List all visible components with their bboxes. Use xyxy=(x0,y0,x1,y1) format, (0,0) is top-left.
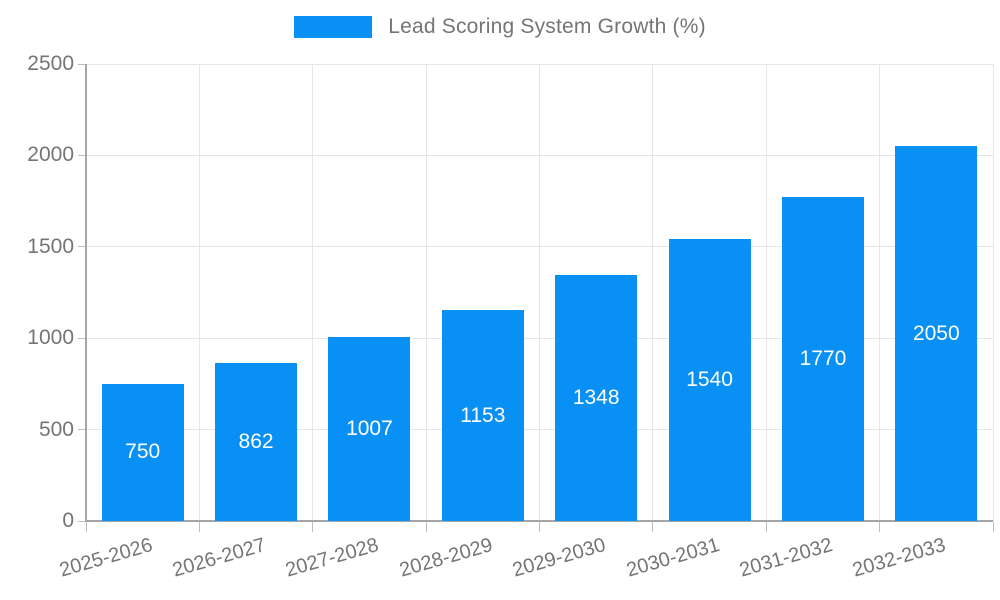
bar[interactable]: 1348 xyxy=(555,274,638,521)
legend-label: Lead Scoring System Growth (%) xyxy=(388,15,706,38)
x-axis-tick xyxy=(198,522,200,532)
bar[interactable]: 1540 xyxy=(668,239,751,521)
gridline-vertical xyxy=(879,64,881,521)
x-tick-label: 2029-2030 xyxy=(510,534,609,582)
y-axis-tick xyxy=(78,154,86,156)
y-axis-tick xyxy=(78,337,86,339)
bar[interactable]: 1770 xyxy=(781,197,864,521)
x-tick-label: 2028-2029 xyxy=(396,534,495,582)
bar[interactable]: 862 xyxy=(215,363,298,521)
bar-value-label: 2050 xyxy=(912,321,960,345)
x-tick-label: 2031-2032 xyxy=(736,534,836,582)
y-axis-tick xyxy=(78,246,86,248)
y-tick-label: 0 xyxy=(62,509,74,532)
x-tick-label: 2027-2028 xyxy=(283,534,382,582)
y-axis-tick xyxy=(78,520,86,522)
x-axis-line xyxy=(86,520,993,522)
gridline-vertical xyxy=(198,64,200,521)
gridline-vertical xyxy=(652,64,654,521)
y-tick-label: 500 xyxy=(38,417,74,441)
bar-value-label: 1007 xyxy=(346,416,393,440)
y-axis-tick xyxy=(78,63,86,65)
bar[interactable]: 2050 xyxy=(895,146,978,521)
bar[interactable]: 750 xyxy=(101,383,184,521)
x-axis-tick xyxy=(992,522,994,532)
y-tick-label: 1500 xyxy=(27,234,74,258)
x-axis-tick xyxy=(539,522,540,532)
x-axis-tick xyxy=(425,522,427,532)
legend-item[interactable]: Lead Scoring System Growth (%) xyxy=(0,15,1000,39)
gridline-vertical xyxy=(765,64,767,521)
bar-value-label: 1540 xyxy=(686,368,733,392)
gridline-vertical xyxy=(539,64,540,521)
x-tick-label: 2026-2027 xyxy=(170,534,269,582)
x-axis-tick xyxy=(85,522,87,532)
x-tick-label: 2030-2031 xyxy=(623,534,722,582)
gridline-vertical xyxy=(425,64,427,521)
x-axis-tick xyxy=(312,522,314,532)
x-tick-label: 2025-2026 xyxy=(56,534,155,582)
legend-swatch xyxy=(294,16,373,38)
y-axis-tick xyxy=(78,429,86,431)
x-tick-label: 2032-2033 xyxy=(850,534,949,582)
bar-value-label: 1153 xyxy=(460,403,506,427)
x-axis-tick xyxy=(879,522,881,532)
y-axis-line xyxy=(85,64,87,522)
x-axis-tick xyxy=(652,522,654,532)
bar-value-label: 862 xyxy=(238,430,274,454)
y-tick-label: 1000 xyxy=(27,326,74,350)
bar-value-label: 1770 xyxy=(799,347,847,371)
gridline-vertical xyxy=(992,64,994,521)
bar[interactable]: 1007 xyxy=(328,336,411,521)
gridline-vertical xyxy=(312,64,314,521)
x-axis-tick xyxy=(765,522,767,532)
y-tick-label: 2500 xyxy=(27,52,74,75)
bar[interactable]: 1153 xyxy=(441,310,524,521)
bar-value-label: 750 xyxy=(125,440,161,464)
y-tick-label: 2000 xyxy=(27,143,74,167)
bar-value-label: 1348 xyxy=(572,385,620,409)
